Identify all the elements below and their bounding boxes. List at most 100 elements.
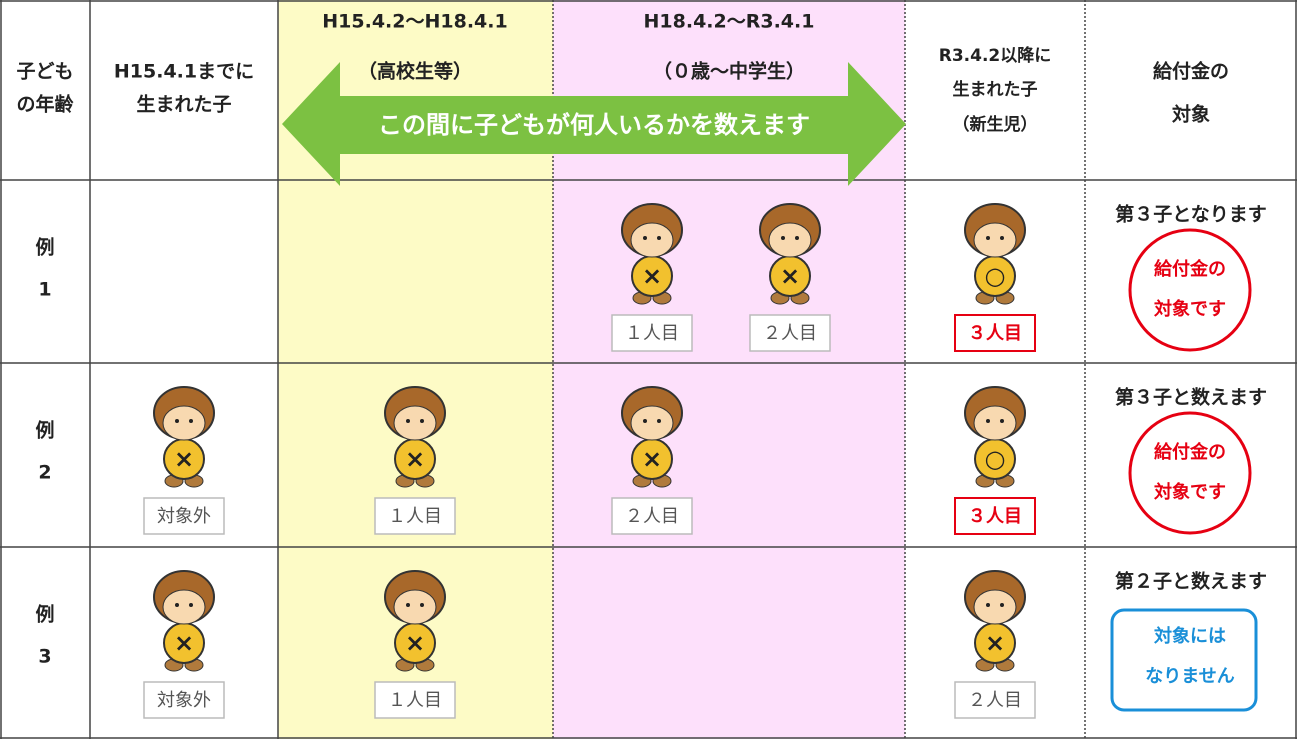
count-label-box <box>374 681 456 719</box>
example-label: 1 <box>38 279 51 301</box>
child-figure: × <box>621 203 683 305</box>
face <box>630 405 674 441</box>
eye <box>986 236 990 240</box>
eye <box>657 419 661 423</box>
eye <box>1000 419 1004 423</box>
header-text: 生まれた子 <box>953 79 1038 100</box>
count-label-box <box>954 497 1036 535</box>
child-figure: ○ <box>964 203 1026 305</box>
count-label-box <box>954 681 1036 719</box>
face <box>768 222 812 258</box>
eye <box>643 236 647 240</box>
count-label: ２人目 <box>763 323 817 344</box>
count-label-box <box>143 497 225 535</box>
range-arrow <box>282 62 906 186</box>
stamp-text: なりません <box>1145 666 1234 687</box>
child-figure: × <box>153 386 215 488</box>
count-label: １人目 <box>388 506 442 527</box>
count-label: 対象外 <box>157 690 211 711</box>
badge: × <box>642 262 662 290</box>
count-label: 対象外 <box>157 506 211 527</box>
child-figure: × <box>153 570 215 672</box>
eye <box>657 236 661 240</box>
face <box>162 589 206 625</box>
eye <box>1000 603 1004 607</box>
face <box>973 222 1017 258</box>
header-text: （新生児） <box>953 114 1038 135</box>
header-text: （０歳〜中学生） <box>653 60 805 83</box>
header-text: H15.4.1までに <box>114 61 254 83</box>
eye <box>406 419 410 423</box>
badge: × <box>174 629 194 657</box>
count-label: ３人目 <box>968 323 1022 344</box>
example-label: 例 <box>35 236 54 259</box>
example-label: 3 <box>38 646 51 668</box>
badge: × <box>780 262 800 290</box>
arrow-text: この間に子どもが何人いるかを数えます <box>378 111 810 139</box>
eye <box>986 603 990 607</box>
child-figure: × <box>384 386 446 488</box>
child-figure: × <box>621 386 683 488</box>
badge: × <box>174 445 194 473</box>
count-label-box <box>749 314 831 352</box>
stamp-text: 対象です <box>1153 298 1226 320</box>
example-label: 例 <box>35 419 54 442</box>
count-label: １人目 <box>625 323 679 344</box>
count-label-box <box>611 497 693 535</box>
eye <box>986 419 990 423</box>
stamp-circle <box>1128 411 1252 535</box>
result-text: 第３子と数えます <box>1115 386 1267 409</box>
face <box>973 405 1017 441</box>
badge: × <box>405 445 425 473</box>
header-text: R3.4.2以降に <box>939 45 1052 66</box>
count-label-box <box>611 314 693 352</box>
header-text: H15.4.2〜H18.4.1 <box>322 11 507 33</box>
eye <box>189 419 193 423</box>
example-label: 例 <box>35 603 54 626</box>
stamp-text: 給付金の <box>1154 441 1226 463</box>
count-label-box <box>954 314 1036 352</box>
child-figure: × <box>384 570 446 672</box>
badge: ○ <box>985 445 1006 473</box>
count-label-box <box>143 681 225 719</box>
count-label-box <box>374 497 456 535</box>
eye <box>643 419 647 423</box>
stamp-text: 対象です <box>1153 481 1226 503</box>
eye <box>189 603 193 607</box>
face <box>973 589 1017 625</box>
face <box>630 222 674 258</box>
stamp-circle <box>1128 228 1252 352</box>
badge: ○ <box>985 262 1006 290</box>
result-text: 第２子と数えます <box>1115 570 1267 593</box>
face <box>162 405 206 441</box>
stamp-box <box>1110 608 1258 712</box>
header-text: 対象 <box>1171 103 1210 126</box>
header-text: の年齢 <box>16 93 74 116</box>
eye <box>406 603 410 607</box>
badge: × <box>642 445 662 473</box>
header-text: 生まれた子 <box>136 93 231 116</box>
stamp-text: 対象には <box>1153 625 1226 647</box>
child-figure: ○ <box>964 386 1026 488</box>
eye <box>420 603 424 607</box>
example-label: 2 <box>38 462 51 484</box>
header-text: （高校生等） <box>358 60 472 83</box>
header-text: 子ども <box>16 61 73 83</box>
stamp-text: 給付金の <box>1154 258 1226 280</box>
eye <box>1000 236 1004 240</box>
face <box>393 405 437 441</box>
face <box>393 589 437 625</box>
count-label: １人目 <box>388 690 442 711</box>
count-label: ２人目 <box>625 506 679 527</box>
eye <box>175 603 179 607</box>
badge: × <box>405 629 425 657</box>
count-label: ２人目 <box>968 690 1022 711</box>
count-label: ３人目 <box>968 506 1022 527</box>
child-figure: × <box>759 203 821 305</box>
header-text: 給付金の <box>1153 60 1229 83</box>
header-text: H18.4.2〜R3.4.1 <box>644 11 815 33</box>
badge: × <box>985 629 1005 657</box>
eye <box>420 419 424 423</box>
